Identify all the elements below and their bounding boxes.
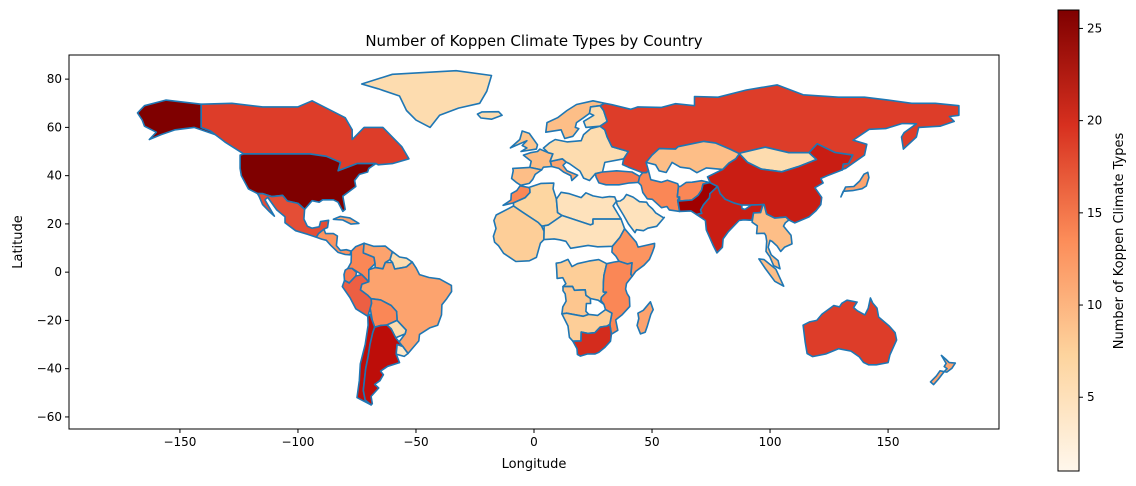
colorbar-ticks: 5 10 15 20 25 xyxy=(1079,21,1102,404)
y-tick-label: 0 xyxy=(54,265,62,279)
x-tick-label: −100 xyxy=(281,435,314,449)
colorbar-tick-label: 25 xyxy=(1087,21,1102,35)
colorbar-tick-label: 10 xyxy=(1087,298,1102,312)
y-axis-label: Latitude xyxy=(11,215,26,269)
colorbar xyxy=(1058,10,1079,471)
y-tick-label: −40 xyxy=(37,362,62,376)
x-tick-label: 100 xyxy=(759,435,782,449)
y-tick-label: 60 xyxy=(47,120,62,134)
x-tick-label: −50 xyxy=(403,435,428,449)
y-tick-label: −60 xyxy=(37,410,62,424)
x-tick-label: 0 xyxy=(530,435,538,449)
y-tick-label: 40 xyxy=(47,169,62,183)
colorbar-tick-label: 15 xyxy=(1087,206,1102,220)
colorbar-tick-label: 5 xyxy=(1087,390,1095,404)
y-axis-ticks: −60 −40 −20 0 20 40 60 80 xyxy=(37,72,69,424)
y-tick-label: 20 xyxy=(47,217,62,231)
x-tick-label: 50 xyxy=(644,435,659,449)
x-axis-label: Longitude xyxy=(502,457,567,472)
colorbar-label: Number of Koppen Climate Types xyxy=(1112,133,1127,350)
region-turkey xyxy=(595,171,639,185)
chart-title: Number of Koppen Climate Types by Countr… xyxy=(365,32,702,50)
x-tick-label: 150 xyxy=(877,435,900,449)
y-tick-label: 80 xyxy=(47,72,62,86)
x-axis-ticks: −150 −100 −50 0 50 100 150 xyxy=(163,429,899,449)
x-tick-label: −150 xyxy=(163,435,196,449)
colorbar-tick-label: 20 xyxy=(1087,114,1102,128)
y-tick-label: −20 xyxy=(37,313,62,327)
